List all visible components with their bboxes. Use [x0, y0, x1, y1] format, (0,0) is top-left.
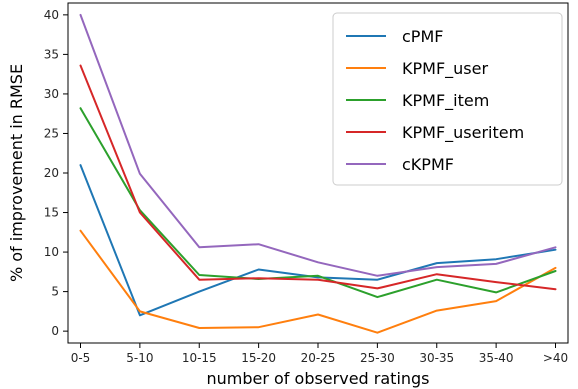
y-tick-label-20: 20	[44, 166, 59, 180]
y-tick-label-0: 0	[51, 324, 59, 338]
x-tick-label-1: 5-10	[126, 351, 153, 365]
legend-label-ckpmf: cKPMF	[402, 155, 454, 174]
legend-label-kpmf-user: KPMF_user	[402, 59, 488, 79]
series-line-kpmf-useritem	[79, 64, 557, 291]
x-tick-label-2: 10-15	[182, 351, 217, 365]
x-tick-label-7: 35-40	[479, 351, 514, 365]
legend-label-kpmf-useritem: KPMF_useritem	[402, 123, 524, 143]
series-line-kpmf-user	[79, 229, 557, 334]
legend: cPMF KPMF_user KPMF_item KPMF_useritem cKPMF	[332, 12, 563, 186]
legend-box	[332, 12, 563, 186]
y-tick-label-35: 35	[44, 47, 59, 61]
x-axis-label: number of observed ratings	[206, 369, 429, 388]
x-axis: 0-5 5-10 10-15 15-20 20-25 25-30 30-35 35-40 >40	[71, 343, 568, 365]
x-tick-label-3: 15-20	[241, 351, 276, 365]
legend-label-cpmf: cPMF	[402, 27, 443, 46]
series-line-cpmf	[79, 164, 557, 317]
y-axis-label: % of improvement in RMSE	[7, 64, 26, 282]
y-axis: 0 5 10 15 20 25 30 35 40	[44, 8, 68, 338]
series-layer	[79, 13, 557, 334]
x-tick-label-8: >40	[543, 351, 568, 365]
y-tick-label-30: 30	[44, 87, 59, 101]
y-tick-label-25: 25	[44, 126, 59, 140]
x-tick-label-4: 20-25	[301, 351, 336, 365]
legend-label-kpmf-item: KPMF_item	[402, 91, 489, 111]
y-tick-label-15: 15	[44, 206, 59, 220]
x-tick-label-0: 0-5	[71, 351, 91, 365]
x-tick-label-5: 25-30	[360, 351, 395, 365]
y-tick-label-40: 40	[44, 8, 59, 22]
y-tick-label-10: 10	[44, 245, 59, 259]
series-line-ckpmf	[79, 13, 557, 277]
y-tick-label-5: 5	[51, 285, 59, 299]
series-line-kpmf-item	[79, 107, 557, 299]
x-tick-label-6: 30-35	[419, 351, 454, 365]
